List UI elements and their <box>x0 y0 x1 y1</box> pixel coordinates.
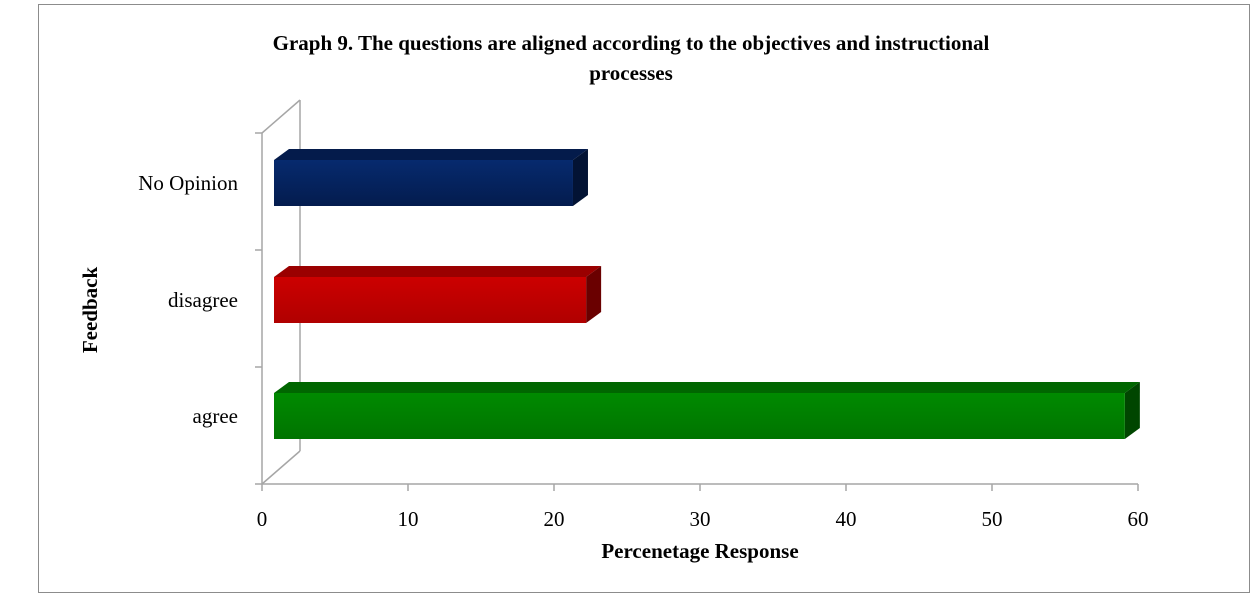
x-tick-label: 10 <box>398 507 419 531</box>
chart-frame <box>38 4 1250 593</box>
chart-title-line-1: Graph 9. The questions are aligned accor… <box>273 31 990 55</box>
x-axis-title: Percenetage Response <box>601 539 798 563</box>
y-tick-label: agree <box>193 404 238 428</box>
chart-title-line-2: processes <box>589 61 673 85</box>
x-tick-label: 30 <box>690 507 711 531</box>
x-tick-label: 40 <box>836 507 857 531</box>
x-tick-label: 0 <box>257 507 268 531</box>
y-axis-labels: No Opinion disagree agree <box>138 171 238 428</box>
y-tick-label: disagree <box>168 288 238 312</box>
x-tick-label: 60 <box>1128 507 1149 531</box>
x-tick-label: 20 <box>544 507 565 531</box>
x-axis-ticks: 0 10 20 30 40 50 60 <box>257 484 1149 531</box>
bar <box>274 149 588 206</box>
bars <box>274 149 1140 439</box>
y-axis-ticks <box>255 132 262 485</box>
x-tick-label: 50 <box>982 507 1003 531</box>
bar <box>274 382 1140 439</box>
bar <box>274 266 602 323</box>
y-axis-title: Feedback <box>78 267 102 354</box>
y-tick-label: No Opinion <box>138 171 238 195</box>
